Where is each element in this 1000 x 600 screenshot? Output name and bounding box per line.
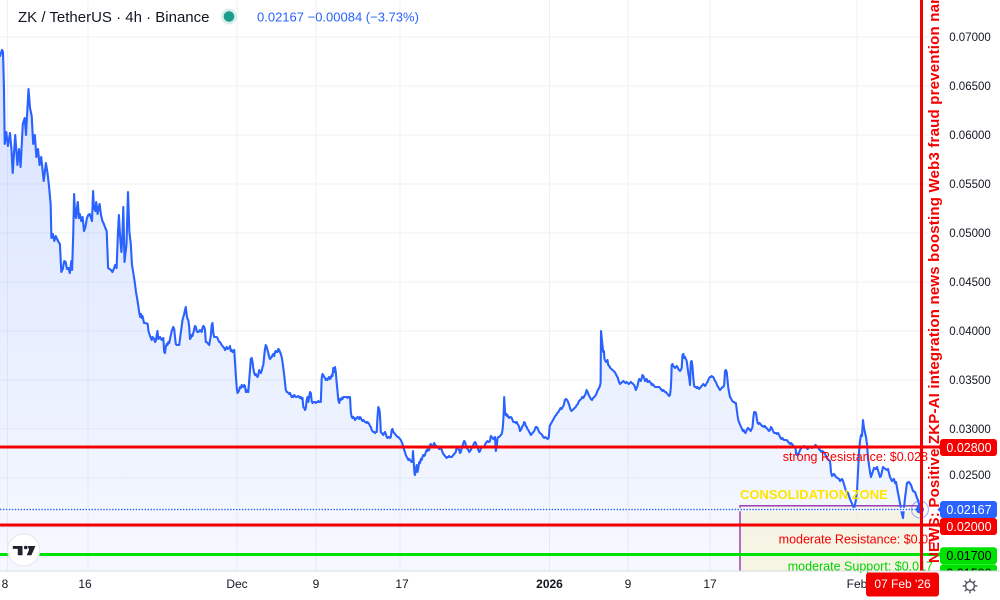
svg-text:0.02167 −0.00084 (−3.73%): 0.02167 −0.00084 (−3.73%) [257,10,419,25]
svg-text:strong Resistance: $0.028: strong Resistance: $0.028 [783,450,928,464]
svg-text:0.03000: 0.03000 [949,424,991,436]
svg-text:0.01500: 0.01500 [946,566,991,580]
svg-text:0.02167: 0.02167 [946,503,991,517]
svg-text:0.05000: 0.05000 [949,228,991,240]
svg-text:0.01700: 0.01700 [946,549,991,563]
svg-text:17: 17 [395,577,409,591]
svg-text:9: 9 [313,577,320,591]
svg-text:0.06500: 0.06500 [949,81,991,93]
svg-text:0.06000: 0.06000 [949,130,991,142]
svg-text:2026: 2026 [536,577,563,591]
svg-text:0.02800: 0.02800 [946,441,991,455]
svg-text:CONSOLIDATION ZONE: CONSOLIDATION ZONE [740,487,888,502]
svg-text:0.04500: 0.04500 [949,277,991,289]
svg-text:moderate Resistance: $0.02: moderate Resistance: $0.02 [779,533,935,547]
svg-text:0.02500: 0.02500 [949,470,991,482]
svg-text:9: 9 [625,577,632,591]
svg-text:Dec: Dec [226,577,247,591]
svg-text:Feb: Feb [847,577,868,591]
svg-text:17: 17 [703,577,717,591]
svg-text:moderate Support: $0.017: moderate Support: $0.017 [788,560,933,574]
svg-text:0.07000: 0.07000 [949,32,991,44]
svg-text:NEWS: Positive ZKP-AI integrat: NEWS: Positive ZKP-AI integration news b… [926,0,943,563]
svg-text:0.03500: 0.03500 [949,375,991,387]
svg-text:ZK / TetherUS · 4h · Binance: ZK / TetherUS · 4h · Binance [18,9,209,26]
svg-text:07 Feb '26: 07 Feb '26 [874,577,931,591]
svg-text:16: 16 [78,577,92,591]
svg-text:0.02000: 0.02000 [946,520,991,534]
svg-text:0.05500: 0.05500 [949,179,991,191]
svg-text:8: 8 [2,577,9,591]
svg-text:0.04000: 0.04000 [949,326,991,338]
